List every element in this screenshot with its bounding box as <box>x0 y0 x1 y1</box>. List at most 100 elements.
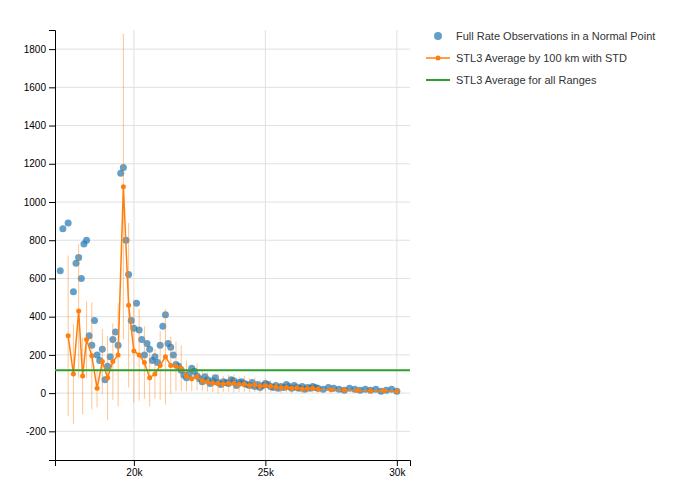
y-tick-mark <box>49 87 55 88</box>
y-axis: -200020040060080010001200140016001800 <box>24 31 56 461</box>
legend-symbol <box>426 79 450 81</box>
y-tick-label: 1200 <box>24 158 47 169</box>
y-tick-label: 1600 <box>24 82 47 93</box>
line-marker <box>381 388 386 393</box>
line-marker <box>268 384 273 389</box>
legend-item: STL3 Average for all Ranges <box>426 74 597 86</box>
grid-line-y <box>55 202 410 203</box>
y-tick: 1000 <box>24 197 55 208</box>
y-tick-label: 0 <box>40 388 46 399</box>
scatter-point <box>57 267 64 274</box>
y-tick-mark <box>49 240 55 241</box>
y-tick-label: 400 <box>29 311 46 322</box>
line-marker <box>355 388 360 393</box>
line-marker <box>247 383 252 388</box>
y-tick-mark <box>49 164 55 165</box>
line-marker <box>76 308 81 313</box>
line-marker <box>263 383 268 388</box>
y-tick: 1600 <box>24 82 55 93</box>
line-marker <box>168 363 173 368</box>
line-marker <box>158 363 163 368</box>
line-marker <box>231 381 236 386</box>
line-marker <box>273 384 278 389</box>
y-tick: 800 <box>29 235 55 246</box>
line-marker <box>315 387 320 392</box>
legend-symbol <box>434 32 442 40</box>
scatter-point <box>65 220 72 227</box>
scatter-point <box>83 237 90 244</box>
line-marker <box>173 364 178 369</box>
line-marker <box>305 386 310 391</box>
scatter-point <box>70 288 77 295</box>
line-marker <box>163 354 168 359</box>
reference-line <box>55 369 410 371</box>
line-marker <box>66 333 71 338</box>
line-marker <box>226 381 231 386</box>
legend-label: STL3 Average by 100 km with STD <box>456 52 627 64</box>
line-marker <box>210 381 215 386</box>
line-marker <box>252 382 257 387</box>
y-tick-label: -200 <box>26 426 46 437</box>
x-axis: 20k 25k 30k <box>56 460 411 478</box>
y-tick-label: 200 <box>29 350 46 361</box>
grid-line-y <box>55 431 410 432</box>
y-tick-mark <box>49 431 55 432</box>
scatter-point <box>59 225 66 232</box>
line-marker <box>310 386 315 391</box>
line-marker <box>300 386 305 391</box>
line-marker <box>284 385 289 390</box>
x-tick: 25k <box>258 460 275 478</box>
line-marker <box>329 387 334 392</box>
legend: Full Rate Observations in a Normal Point… <box>426 30 655 86</box>
y-tick-mark <box>49 317 55 318</box>
series-scatter <box>57 164 401 395</box>
y-axis-line <box>49 31 56 461</box>
line-marker <box>221 381 226 386</box>
x-tick-mark <box>134 460 135 466</box>
grid-line-x <box>265 30 266 460</box>
line-marker <box>89 353 94 358</box>
line-marker <box>237 382 242 387</box>
line-marker <box>137 352 142 357</box>
line-marker <box>195 374 200 379</box>
scatter-point <box>393 388 400 395</box>
line-marker <box>184 373 189 378</box>
line-marker <box>152 372 157 377</box>
grid <box>55 30 410 460</box>
line-marker <box>71 372 76 377</box>
line-marker <box>142 360 147 365</box>
y-tick: 1800 <box>24 44 55 55</box>
x-tick-label: 30k <box>389 467 406 478</box>
line-marker <box>126 303 131 308</box>
y-tick: 600 <box>29 273 55 284</box>
chart: 20k25k30k-200020040060080010001200140016… <box>0 0 700 500</box>
line-marker <box>95 386 100 391</box>
y-tick-label: 600 <box>29 273 46 284</box>
x-tick-label: 20k <box>126 467 143 478</box>
series-hline <box>55 370 410 371</box>
line-marker <box>116 352 121 357</box>
line-marker <box>258 384 263 389</box>
line-marker <box>110 359 115 364</box>
y-tick-mark <box>49 126 55 127</box>
legend-symbol <box>436 56 441 61</box>
legend-label: STL3 Average for all Ranges <box>456 74 597 86</box>
grid-line-y <box>55 125 410 126</box>
y-tick-label: 800 <box>29 235 46 246</box>
line-marker <box>147 375 152 380</box>
legend-item: STL3 Average by 100 km with STD <box>426 52 627 64</box>
grid-line-y <box>55 316 410 317</box>
line <box>68 187 397 391</box>
line-marker <box>342 388 347 393</box>
line-marker <box>80 373 85 378</box>
line-marker <box>189 376 194 381</box>
line-marker <box>200 378 205 383</box>
y-tick-mark <box>49 49 55 50</box>
line-marker <box>105 375 110 380</box>
y-tick: 0 <box>40 388 55 399</box>
line-marker <box>84 337 89 342</box>
y-tick-mark <box>49 355 55 356</box>
grid-line-y <box>55 49 410 50</box>
grid-line-y <box>55 163 410 164</box>
y-tick-mark <box>49 278 55 279</box>
